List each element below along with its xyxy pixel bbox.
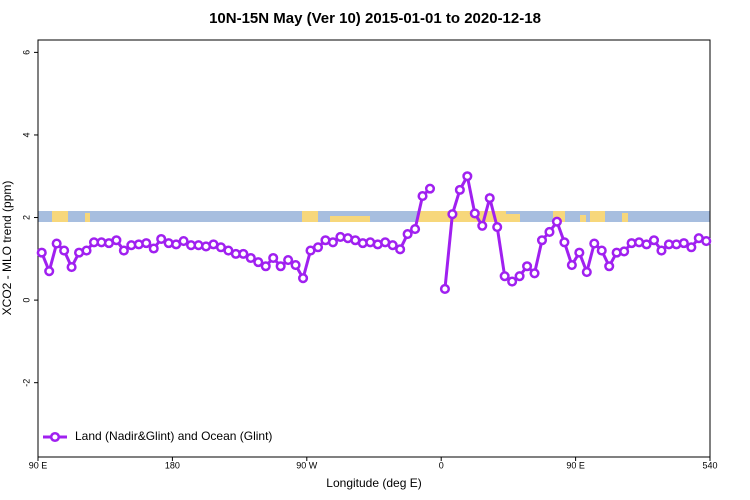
y-axis-label: XCO2 - MLO trend (ppm) [0, 181, 14, 316]
data-point [559, 237, 570, 248]
land [302, 211, 318, 222]
data-point [507, 276, 518, 287]
data-point [402, 228, 413, 240]
plot-frame [37, 39, 711, 458]
data-point [678, 238, 689, 249]
data-point [462, 171, 473, 182]
data-point [66, 262, 77, 273]
data-point [529, 268, 540, 279]
y-tick-label: 0 [21, 298, 31, 303]
x-tick-label: 540 [702, 460, 717, 470]
data-point [59, 245, 70, 256]
series-line [40, 187, 432, 283]
data-point [417, 191, 428, 202]
ocean-band [38, 211, 710, 222]
data-point [148, 243, 159, 254]
data-point [477, 220, 488, 231]
land [622, 213, 628, 222]
data-point [111, 235, 122, 246]
data-point [268, 252, 279, 264]
data-point [589, 238, 600, 249]
y-tick-label: 4 [21, 132, 31, 137]
data-point [492, 221, 503, 233]
data-point [141, 238, 152, 249]
y-tick-label: -2 [21, 379, 31, 387]
data-point [522, 261, 533, 272]
land-band [52, 211, 628, 222]
data-point [395, 244, 406, 255]
data-point [238, 248, 249, 259]
data-point [574, 247, 585, 258]
data-point [604, 261, 615, 272]
x-axis-label: Longitude (deg E) [326, 476, 421, 490]
data-point [44, 266, 55, 277]
data-point [469, 208, 480, 219]
x-tick-label: 90 W [296, 460, 318, 470]
data-point [544, 226, 555, 238]
data-point [499, 271, 510, 282]
x-tick-label: 180 [165, 460, 180, 470]
data-point [245, 252, 256, 264]
data-point [424, 183, 436, 194]
data-point [551, 216, 562, 227]
x-tick-label: 0 [439, 460, 444, 470]
data-point [51, 238, 62, 249]
land [506, 214, 520, 222]
data-point [439, 283, 450, 295]
data-point [298, 273, 309, 284]
data-point [454, 184, 465, 195]
land [85, 213, 90, 222]
data-point [656, 245, 667, 256]
data-point [596, 245, 607, 256]
land [553, 211, 565, 222]
data-point [581, 266, 592, 278]
data-point [484, 193, 495, 204]
data-point [327, 237, 338, 248]
data-point [312, 242, 324, 253]
land [330, 216, 370, 222]
y-tick-label: 2 [21, 215, 31, 220]
land [590, 211, 605, 222]
data-point [648, 235, 660, 246]
data-point [81, 245, 92, 256]
series-line [443, 171, 707, 290]
data-point [410, 224, 421, 235]
data-point [701, 236, 712, 247]
data-point [566, 259, 577, 271]
data-point [260, 261, 271, 272]
data-point [283, 255, 294, 266]
chart-title: 10N-15N May (Ver 10) 2015-01-01 to 2020-… [209, 10, 541, 27]
land [418, 211, 506, 222]
x-tick-label: 90 E [29, 460, 48, 470]
x-tick-label: 90 E [566, 460, 585, 470]
map-band [38, 211, 710, 222]
data-point [156, 233, 167, 245]
legend-marker [49, 431, 61, 443]
data-point [447, 209, 458, 220]
data-point [641, 239, 652, 250]
legend-label: Land (Nadir&Glint) and Ocean (Glint) [75, 429, 272, 443]
data-point [619, 246, 630, 257]
data-point [36, 247, 47, 258]
data-point [178, 236, 189, 247]
land [52, 211, 68, 222]
data-point [253, 257, 264, 268]
data-point [514, 271, 525, 282]
land [580, 215, 586, 222]
data-point [387, 240, 398, 251]
data-point [275, 261, 286, 272]
data-point [290, 259, 301, 271]
data-point [118, 245, 129, 256]
data-point [686, 242, 697, 253]
y-tick-label: 6 [21, 50, 31, 55]
data-point [536, 235, 548, 246]
